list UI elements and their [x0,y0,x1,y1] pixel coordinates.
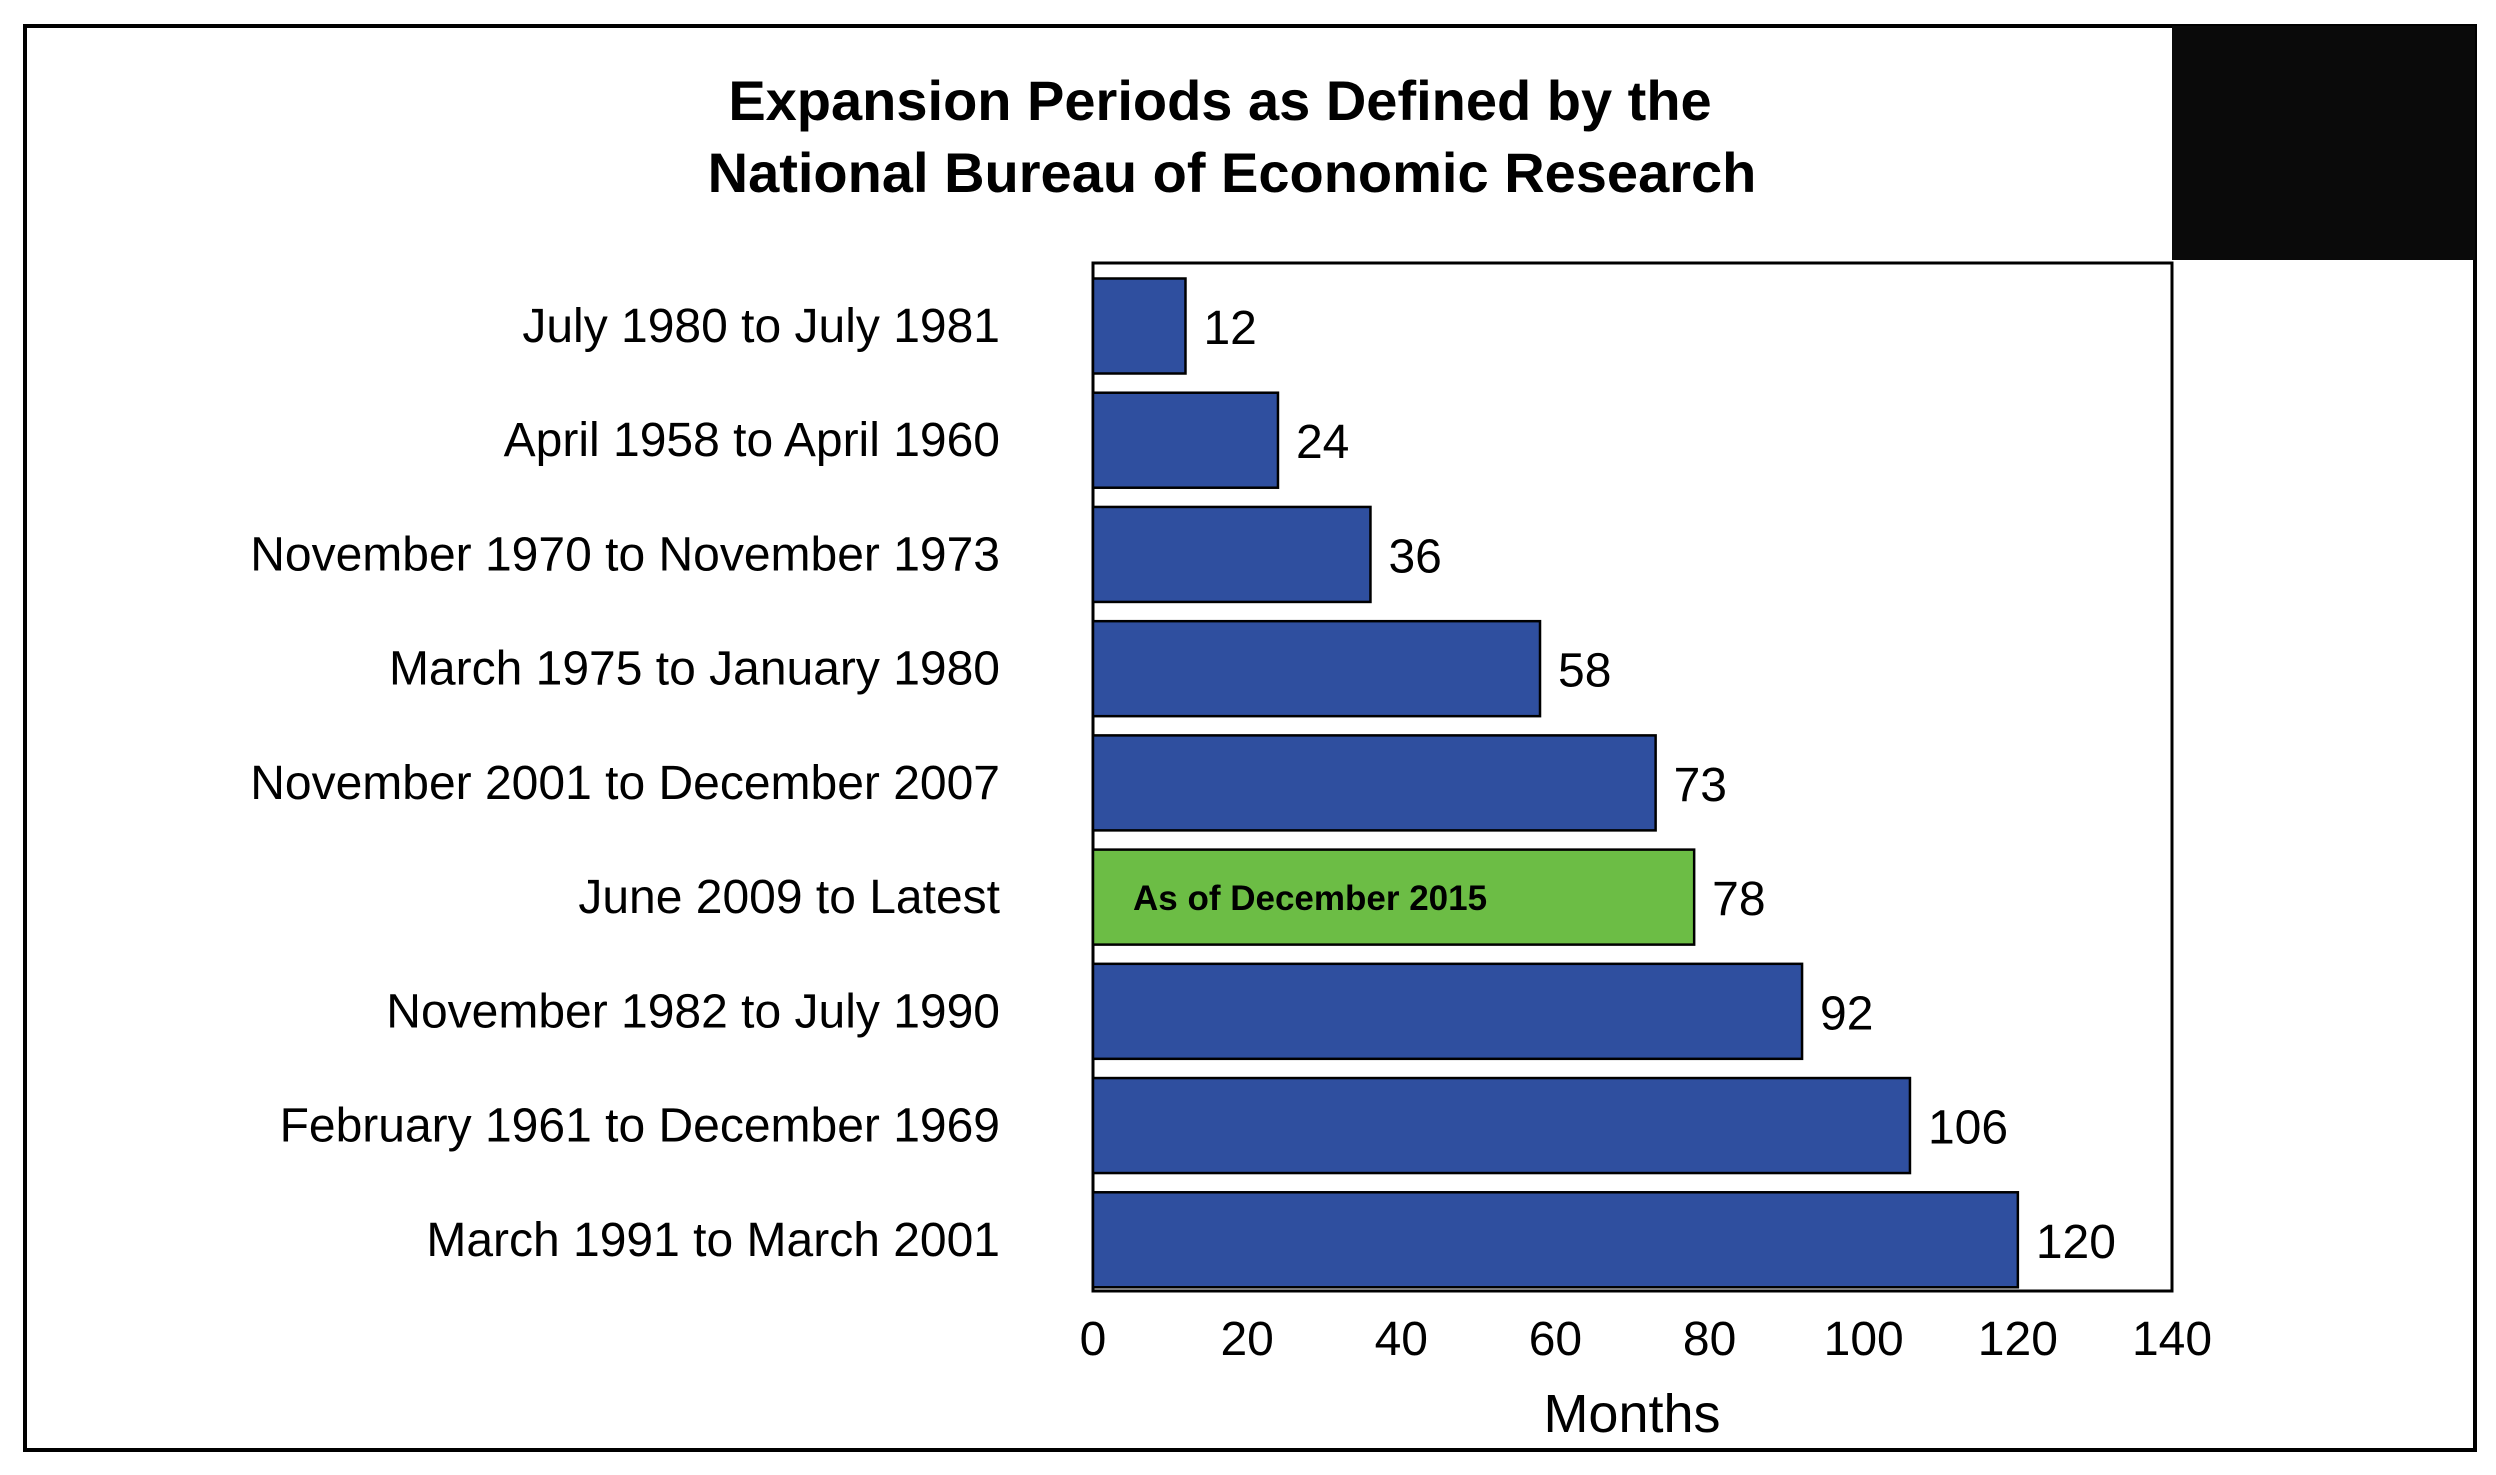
chart-title-line-1: Expansion Periods as Defined by the [728,69,1711,132]
category-label-3: March 1975 to January 1980 [389,643,1000,696]
value-label-3: 58 [1558,645,1611,698]
chart-title-line-2: National Bureau of Economic Research [708,141,1757,204]
category-label-8: March 1991 to March 2001 [426,1214,1000,1267]
bar-1 [1091,391,1280,489]
category-label-2: November 1970 to November 1973 [250,528,1000,581]
bar-2 [1091,505,1372,604]
bar-0 [1091,277,1187,375]
x-tick-label-7: 140 [2132,1313,2212,1366]
bar-annotation: As of December 2015 [1133,879,1487,918]
category-label-4: November 2001 to December 2007 [250,757,1000,810]
value-label-7: 106 [1928,1102,2008,1155]
x-tick-label-5: 100 [1824,1313,1904,1366]
bar-4 [1091,734,1657,832]
value-label-8: 120 [2036,1216,2116,1269]
value-label-5: 78 [1712,873,1765,926]
bar-5 [1091,848,1696,946]
x-tick-label-3: 60 [1529,1313,1582,1366]
value-label-2: 36 [1388,530,1441,583]
bar-3 [1091,619,1542,718]
x-tick-label-1: 20 [1220,1313,1273,1366]
category-label-0: July 1980 to July 1981 [522,300,1000,353]
corner-black-block [2172,26,2475,260]
value-label-4: 73 [1674,759,1727,812]
x-tick-label-4: 80 [1683,1313,1736,1366]
x-tick-label-2: 40 [1375,1313,1428,1366]
value-label-0: 12 [1203,302,1256,355]
category-label-6: November 1982 to July 1990 [386,985,1000,1038]
bar-7 [1091,1076,1912,1175]
value-label-1: 24 [1296,416,1349,469]
bar-6 [1091,962,1804,1061]
category-label-5: June 2009 to Latest [578,871,1000,924]
x-tick-label-0: 0 [1080,1313,1107,1366]
x-axis-label: Months [1543,1384,1720,1444]
x-tick-label-6: 120 [1978,1313,2058,1366]
bar-8 [1091,1191,2020,1289]
value-label-6: 92 [1820,987,1873,1040]
category-label-7: February 1961 to December 1969 [280,1100,1000,1153]
bars-group: July 1980 to July 1981 12 April 1958 to Ap… [250,277,2116,1289]
x-axis-ticks: 0 20 40 60 80 100 120 140 [1080,1313,2212,1366]
category-label-1: April 1958 to April 1960 [504,414,1000,467]
